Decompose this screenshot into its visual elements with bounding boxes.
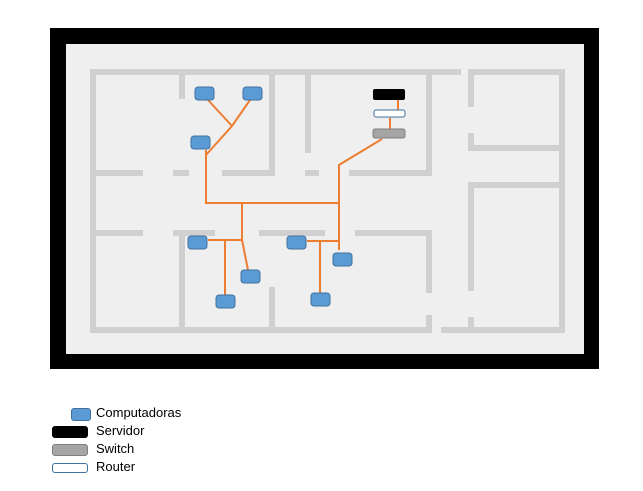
computer-swatch [71, 408, 91, 421]
cable-hub-to-pc [205, 125, 233, 156]
cable-switch-backbone [338, 138, 383, 250]
computer-node [242, 86, 263, 101]
floor-plan-diagram [50, 28, 599, 369]
computers [187, 86, 353, 309]
legend-label-switch: Switch [96, 441, 135, 456]
router-node [373, 109, 406, 118]
interior-walls [90, 69, 565, 333]
floor-area [66, 44, 584, 354]
router-swatch [52, 463, 88, 473]
server-swatch [52, 426, 88, 438]
cable-corridor-trunk [205, 150, 339, 204]
switch-swatch [52, 444, 88, 456]
cable-drop-left [241, 239, 249, 271]
legend-label-router: Router [96, 459, 136, 474]
cable-hub-to-pc [231, 99, 251, 127]
computer-node [194, 86, 215, 101]
switch-node [372, 128, 406, 139]
computer-node [332, 252, 353, 267]
legend-label-server: Servidor [96, 423, 145, 438]
server-node [373, 89, 405, 100]
legend-label-computers: Computadoras [96, 405, 182, 420]
computer-node [215, 294, 236, 309]
network-cabling [205, 99, 399, 295]
computer-node [286, 235, 307, 250]
cable-hub-to-pc [207, 99, 233, 127]
computer-node [187, 235, 208, 250]
computer-node [190, 135, 211, 150]
computer-node [310, 292, 331, 307]
computer-node [240, 269, 261, 284]
